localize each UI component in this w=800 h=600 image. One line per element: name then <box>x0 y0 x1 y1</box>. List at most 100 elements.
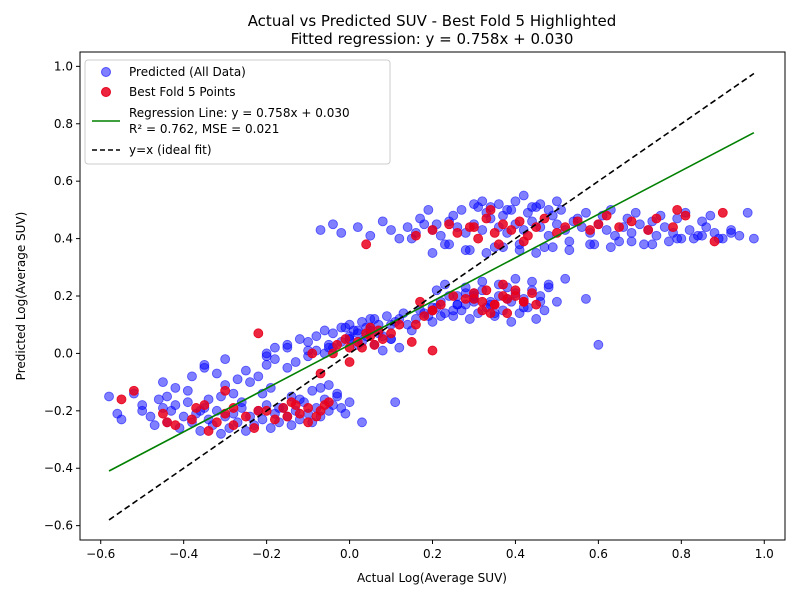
predicted-point <box>688 233 699 244</box>
x-tick-label: 1.0 <box>755 547 774 561</box>
predicted-point <box>506 316 517 327</box>
best-fold-point <box>162 417 172 428</box>
x-tick-label: −0.6 <box>86 547 115 561</box>
predicted-point <box>315 225 326 235</box>
best-fold-point <box>220 385 231 396</box>
best-fold-point <box>502 293 513 304</box>
predicted-point <box>328 328 338 339</box>
y-tick-label: 0.2 <box>54 289 73 303</box>
best-fold-point <box>369 339 380 350</box>
predicted-point <box>552 219 562 230</box>
predicted-point <box>187 371 197 382</box>
predicted-point <box>149 420 160 431</box>
best-fold-point <box>668 222 678 233</box>
best-fold-point <box>377 334 388 344</box>
best-fold-point <box>187 414 197 425</box>
predicted-point <box>415 213 425 224</box>
predicted-point <box>381 311 392 321</box>
y-tick-label: 0.6 <box>54 174 73 188</box>
predicted-point <box>270 342 280 353</box>
predicted-point <box>386 225 396 235</box>
predicted-point <box>502 204 513 215</box>
predicted-point <box>448 311 459 321</box>
best-fold-point <box>332 339 343 350</box>
best-fold-point <box>502 308 513 319</box>
best-fold-point <box>116 394 127 405</box>
best-fold-point <box>489 299 500 310</box>
best-fold-point <box>506 225 517 235</box>
x-tick-label: 0.6 <box>589 547 608 561</box>
predicted-point <box>340 408 351 419</box>
predicted-point <box>493 199 504 210</box>
predicted-point <box>726 227 736 238</box>
legend-label-regression: Regression Line: y = 0.758x + 0.030 <box>129 106 350 120</box>
predicted-point <box>651 230 662 241</box>
predicted-point <box>402 319 413 330</box>
predicted-point <box>435 230 446 241</box>
best-fold-point <box>344 357 355 367</box>
predicted-point <box>460 245 471 255</box>
predicted-point <box>390 397 401 408</box>
predicted-point <box>510 196 521 207</box>
predicted-point <box>705 210 716 221</box>
predicted-point <box>240 365 251 376</box>
predicted-point <box>448 210 459 221</box>
predicted-point <box>659 222 670 233</box>
x-tick-label: 0.4 <box>506 547 525 561</box>
predicted-point <box>444 239 454 250</box>
legend-label-regression-stats: R² = 0.762, MSE = 0.021 <box>129 122 279 136</box>
best-fold-point <box>203 426 214 436</box>
predicted-point <box>232 374 243 385</box>
best-fold-point <box>303 403 313 413</box>
best-fold-point <box>717 207 728 218</box>
predicted-point <box>328 219 338 230</box>
best-fold-point <box>493 239 504 250</box>
x-axis-label: Actual Log(Average SUV) <box>357 571 507 585</box>
predicted-point <box>162 391 172 402</box>
predicted-point <box>307 385 318 396</box>
best-fold-point <box>531 299 542 310</box>
predicted-point <box>564 245 575 255</box>
best-fold-point <box>585 225 595 235</box>
predicted-point <box>265 423 276 433</box>
predicted-point <box>332 388 343 399</box>
predicted-point <box>323 380 334 390</box>
best-fold-point <box>419 311 430 321</box>
predicted-point <box>510 273 521 284</box>
chart-subtitle: Fitted regression: y = 0.758x + 0.030 <box>291 30 574 48</box>
predicted-point <box>199 359 210 370</box>
predicted-point <box>261 359 272 370</box>
predicted-point <box>477 196 488 207</box>
predicted-point <box>481 248 492 258</box>
y-tick-label: 1.0 <box>54 59 73 73</box>
predicted-point <box>639 239 649 250</box>
predicted-point <box>394 233 405 244</box>
best-fold-point <box>452 227 463 238</box>
best-fold-point <box>270 414 280 425</box>
predicted-point <box>158 377 168 388</box>
y-tick-label: 0.4 <box>54 232 73 246</box>
best-fold-point <box>340 334 351 344</box>
best-fold-point <box>158 408 168 419</box>
predicted-point <box>290 357 301 367</box>
predicted-point <box>216 428 226 439</box>
predicted-point <box>170 382 181 393</box>
best-fold-point <box>518 296 529 307</box>
best-fold-point <box>643 225 654 235</box>
best-fold-point <box>249 423 260 433</box>
x-tick-label: −0.4 <box>169 547 198 561</box>
predicted-point <box>319 325 330 336</box>
predicted-point <box>601 225 612 235</box>
best-fold-point <box>518 236 529 247</box>
best-fold-point <box>448 291 459 301</box>
best-fold-point <box>253 328 264 339</box>
legend-marker-predicted <box>101 67 111 77</box>
y-tick-label: 0.8 <box>54 117 73 131</box>
best-fold-point <box>614 222 625 233</box>
predicted-point <box>543 204 554 215</box>
predicted-point <box>427 248 438 258</box>
best-fold-point <box>228 420 239 431</box>
predicted-point <box>564 236 575 247</box>
predicted-point <box>547 242 558 253</box>
predicted-point <box>440 308 450 319</box>
